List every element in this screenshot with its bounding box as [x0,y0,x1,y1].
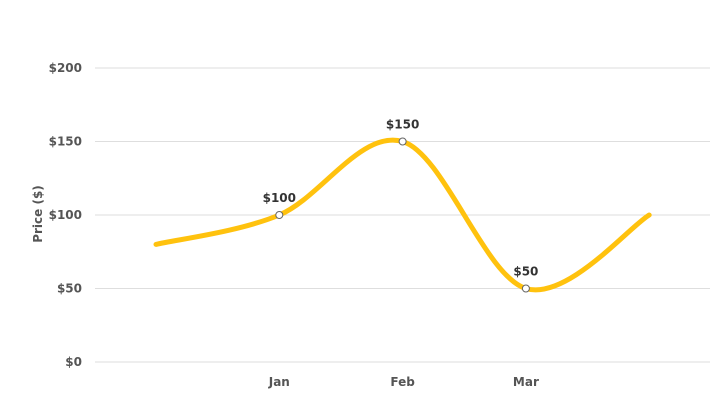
data-markers [275,137,530,293]
x-tick-label: Jan [268,375,290,389]
data-label: $150 [386,118,419,132]
series-line [153,137,652,293]
gridlines [95,67,710,363]
y-tick-label: $50 [57,282,82,296]
data-point-marker [521,284,530,293]
data-point-marker [275,211,284,219]
series-layer [153,137,652,293]
y-axis-ticks: $0 $50 $100 $150 $200 [49,61,82,369]
y-tick-label: $200 [49,61,82,75]
data-label: $50 [513,265,538,279]
y-axis-title: Price ($) [31,185,45,243]
y-tick-label: $100 [49,208,82,222]
y-tick-label: $150 [49,135,82,149]
x-axis-ticks: Jan Feb Mar [268,375,539,389]
y-tick-label: $0 [65,355,82,369]
data-labels: $100 $150 $50 [263,118,539,279]
data-point-marker [398,137,407,146]
x-tick-label: Mar [513,375,539,389]
x-tick-label: Feb [390,375,415,389]
data-label: $100 [263,191,296,205]
